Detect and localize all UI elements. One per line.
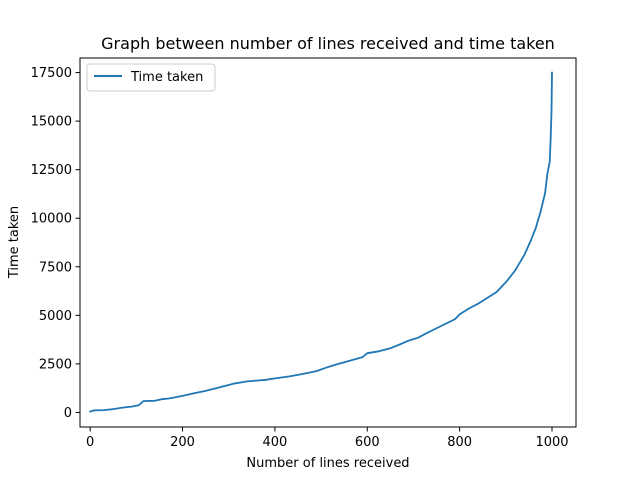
- y-tick-label: 7500: [39, 260, 72, 275]
- y-tick-label: 0: [64, 406, 72, 421]
- x-tick-label: 200: [170, 435, 195, 450]
- y-tick-label: 12500: [31, 163, 72, 178]
- y-axis-label: Time taken: [7, 206, 22, 279]
- legend: Time taken: [86, 63, 216, 92]
- plot-frame: [79, 57, 577, 428]
- x-tick-label: 0: [86, 435, 94, 450]
- x-axis: 0 200 400 600 800 1000: [86, 427, 569, 450]
- x-tick-label: 600: [355, 435, 380, 450]
- x-axis-label: Number of lines received: [246, 456, 409, 471]
- y-tick-label: 2500: [39, 357, 72, 372]
- chart-title: Graph between number of lines received a…: [101, 34, 555, 53]
- x-tick-label: 1000: [535, 435, 568, 450]
- legend-label: Time taken: [130, 70, 203, 85]
- x-tick-label: 400: [262, 435, 287, 450]
- legend-box: [86, 63, 216, 92]
- y-tick-label: 10000: [31, 212, 72, 227]
- y-tick-label: 15000: [31, 115, 72, 130]
- y-axis: 0 2500 5000 7500 10000 12500 15000 17500: [31, 66, 80, 421]
- y-tick-label: 5000: [39, 309, 72, 324]
- x-tick-label: 800: [447, 435, 472, 450]
- series-line-time-taken: [89, 71, 553, 413]
- y-tick-label: 17500: [31, 66, 72, 81]
- plot-area: [89, 71, 553, 413]
